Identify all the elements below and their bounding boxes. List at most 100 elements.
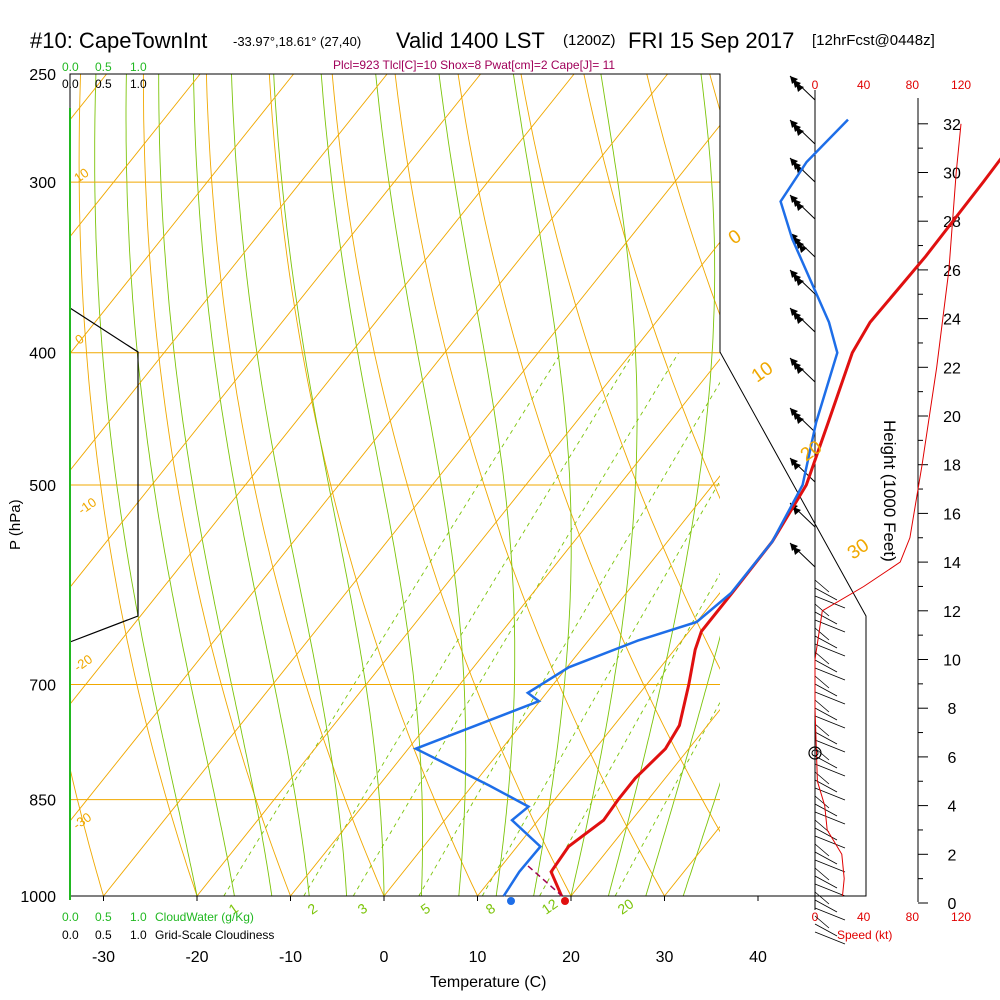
wind-barb [814, 867, 830, 881]
scale-tick-label: 0.0 [62, 60, 79, 74]
speed-tick-label: 0 [812, 78, 819, 92]
speed-tick-label: 80 [906, 910, 920, 924]
wind-barb [814, 875, 838, 889]
speed-tick-label: 120 [951, 910, 971, 924]
wind-barb [814, 907, 846, 921]
cloud-profile [69, 307, 139, 643]
moist-adiabat-line [125, 74, 235, 896]
mixing-ratio-line [418, 381, 720, 896]
isotherm-label: -30 [70, 809, 94, 832]
pressure-tick-label: 500 [29, 478, 56, 495]
dry-adiabat-line [394, 74, 666, 896]
moist-adiabat-line [682, 781, 720, 896]
height-tick-label: 8 [948, 701, 957, 718]
wind-barb [814, 691, 846, 705]
height-tick-label: 18 [943, 458, 961, 475]
dry-adiabat-line [457, 74, 720, 833]
isotherm-label: -20 [71, 651, 95, 674]
mixing-ratio-label: 2 [305, 900, 321, 918]
dry-adiabat-line [583, 74, 720, 500]
cloudiness-scale-top: 0.0 0.5 1.0 [62, 77, 147, 91]
wind-barb [814, 899, 838, 913]
mixing-ratio-label: 20 [615, 895, 637, 917]
y-axis-label: P (hPa) [7, 499, 24, 550]
wind-barb [814, 587, 838, 601]
pressure-axis: 250 300 400 500 700 850 1000 [20, 67, 56, 906]
moist-adiabat-line [158, 74, 273, 896]
moist-adiabat-line [438, 74, 516, 896]
wind-barb [814, 731, 838, 745]
scale-tick-label: 1.0 [130, 910, 147, 924]
moist-adiabat-line [570, 74, 638, 896]
wind-barb [814, 803, 838, 817]
wind-barb [814, 627, 830, 641]
isotherm-line [570, 709, 720, 896]
pressure-tick-label: 850 [29, 793, 56, 810]
mixing-ratio-label: 5 [418, 900, 434, 918]
wind-barb [814, 811, 846, 825]
wind-barb [814, 763, 846, 777]
wind-barb [814, 715, 846, 729]
cloudwater-scale-top: 0.0 0.5 1.0 [62, 60, 147, 74]
valid-zulu: (1200Z) [563, 32, 616, 49]
mixing-ratio-label: 3 [355, 900, 371, 918]
moist-adiabat-line [273, 74, 385, 896]
isotherm-label: 0 [725, 226, 746, 249]
wind-barbs [789, 75, 846, 945]
scale-tick-label: 0.5 [95, 60, 112, 74]
mixing-ratio-label: 8 [483, 900, 499, 918]
height-tick-label: 24 [943, 312, 961, 329]
scale-tick-label: 0.0 [62, 77, 79, 91]
wind-barb [814, 739, 846, 753]
temperature-axis: -30 -20 -10 0 10 20 30 40 [92, 896, 767, 966]
wind-barb [814, 667, 846, 681]
wind-barb [814, 603, 830, 617]
speed-tick-label: 40 [857, 910, 871, 924]
wind-barb [814, 747, 830, 761]
x-tick-label: 20 [562, 949, 580, 966]
height-tick-label: 32 [943, 117, 961, 134]
mixing-ratio-line [481, 480, 720, 896]
isotherm-label: 0 [72, 331, 87, 347]
isotherm-label: 30 [844, 535, 873, 564]
cloudwater-label: CloudWater (g/Kg) [155, 910, 254, 924]
forecast-info: [12hrFcst@0448z] [812, 32, 935, 49]
wind-barb [814, 723, 830, 737]
height-tick-label: 26 [943, 263, 961, 280]
wind-speed-profile [814, 123, 962, 896]
isotherm-label: 10 [748, 358, 777, 387]
scale-tick-label: 1.0 [130, 60, 147, 74]
moist-adiabat-line [193, 74, 310, 896]
wind-barb [814, 659, 838, 673]
height-tick-label: 12 [943, 604, 961, 621]
surface-dewpoint-dot [507, 897, 515, 905]
wind-barb [814, 619, 846, 633]
height-tick-label: 22 [943, 360, 961, 377]
isotherm-line [70, 74, 201, 238]
height-tick-label: 16 [943, 506, 961, 523]
cloudiness-scale-bottom: 0.0 0.5 1.0 [62, 928, 147, 942]
scale-tick-label: 0.5 [95, 77, 112, 91]
pressure-tick-label: 400 [29, 346, 56, 363]
dry-adiabat-line [828, 50, 1000, 925]
moist-adiabat-line [512, 74, 572, 896]
mixing-ratio-line [223, 352, 562, 896]
speed-tick-label: 40 [857, 78, 871, 92]
scale-tick-label: 1.0 [130, 928, 147, 942]
wind-barb [814, 891, 830, 905]
scale-tick-label: 0.0 [62, 910, 79, 924]
station-title: #10: CapeTownInt [30, 28, 208, 53]
moist-adiabat-line [607, 74, 716, 896]
height-tick-label: 6 [948, 750, 957, 767]
x-tick-label: -10 [279, 949, 302, 966]
height-tick-label: 4 [948, 799, 957, 816]
isobars [70, 74, 720, 896]
parcel-trace [527, 865, 563, 897]
wind-barb [814, 611, 838, 625]
height-axis-label: Height (1000 Feet) [880, 420, 899, 562]
mixing-ratio-label: 12 [539, 895, 561, 917]
isotherm-line [852, 74, 1000, 896]
wind-barb [814, 707, 838, 721]
